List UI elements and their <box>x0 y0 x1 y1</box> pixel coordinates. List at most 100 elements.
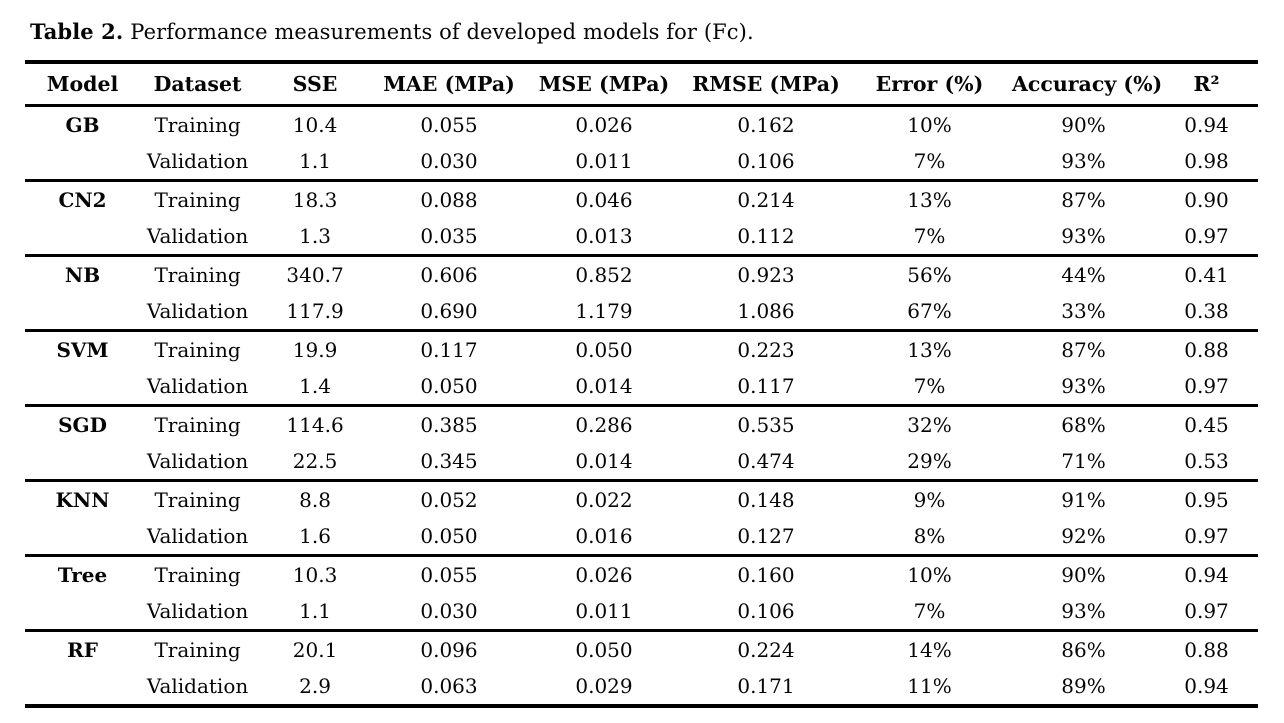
column-header-model: Model <box>46 72 119 96</box>
cell-sse: 117.9 <box>286 299 344 323</box>
cell-accuracy: 68% <box>1061 413 1106 437</box>
cell-sse: 1.1 <box>299 149 331 173</box>
table-row: Validation 1.3 0.035 0.013 0.112 7% 93% 0.97 <box>25 218 1258 256</box>
cell-mae: 0.063 <box>420 674 478 698</box>
cell-accuracy: 71% <box>1061 449 1106 473</box>
cell-mse: 0.022 <box>575 488 633 512</box>
cell-mae: 0.055 <box>420 563 478 587</box>
cell-accuracy: 87% <box>1061 188 1106 212</box>
model-cell: SVM <box>56 338 109 362</box>
cell-mae: 0.050 <box>420 524 478 548</box>
cell-sse: 10.4 <box>292 113 338 137</box>
cell-error: 67% <box>907 299 952 323</box>
cell-error: 9% <box>913 488 946 512</box>
column-header-mae-mpa: MAE (MPa) <box>383 72 515 96</box>
table-row: GB Training 10.4 0.055 0.026 0.162 10% 90% 0.94 <box>25 106 1258 144</box>
cell-mse: 0.014 <box>575 449 633 473</box>
model-cell <box>25 368 140 406</box>
cell-rmse: 0.106 <box>737 599 795 623</box>
cell-error: 7% <box>913 374 946 398</box>
table-row: RF Training 20.1 0.096 0.050 0.224 14% 86% 0.88 <box>25 630 1258 669</box>
table-row: Tree Training 10.3 0.055 0.026 0.160 10% 90% 0.9… <box>25 555 1258 594</box>
cell-r2: 0.53 <box>1184 449 1229 473</box>
table-body: GB Training 10.4 0.055 0.026 0.162 10% 90% 0.94 V… <box>25 106 1258 707</box>
cell-dataset: Training <box>154 413 241 437</box>
cell-rmse: 0.117 <box>737 374 795 398</box>
cell-mse: 0.013 <box>575 224 633 248</box>
cell-mae: 0.052 <box>420 488 478 512</box>
model-cell: NB <box>64 263 101 287</box>
table-header-row: Model Dataset SSE MAE (MPa) MSE (MPa) RM… <box>25 62 1258 106</box>
model-cell: KNN <box>55 488 110 512</box>
cell-accuracy: 93% <box>1061 224 1106 248</box>
cell-sse: 340.7 <box>286 263 344 287</box>
cell-mae: 0.117 <box>420 338 478 362</box>
cell-sse: 1.1 <box>299 599 331 623</box>
cell-error: 14% <box>907 638 952 662</box>
cell-accuracy: 44% <box>1061 263 1106 287</box>
cell-mse: 0.852 <box>575 263 633 287</box>
model-cell <box>25 143 140 181</box>
cell-dataset: Training <box>154 113 241 137</box>
cell-rmse: 0.223 <box>737 338 795 362</box>
cell-rmse: 0.923 <box>737 263 795 287</box>
cell-mae: 0.096 <box>420 638 478 662</box>
table-row: Validation 1.1 0.030 0.011 0.106 7% 93% 0.98 <box>25 143 1258 181</box>
cell-mae: 0.030 <box>420 149 478 173</box>
model-cell <box>25 593 140 631</box>
cell-dataset: Validation <box>146 674 249 698</box>
cell-sse: 20.1 <box>292 638 338 662</box>
cell-accuracy: 86% <box>1061 638 1106 662</box>
cell-r2: 0.94 <box>1184 674 1229 698</box>
cell-mse: 0.011 <box>575 149 633 173</box>
cell-mse: 1.179 <box>575 299 633 323</box>
cell-r2: 0.90 <box>1184 188 1229 212</box>
cell-error: 7% <box>913 224 946 248</box>
cell-mae: 0.055 <box>420 113 478 137</box>
cell-mse: 0.029 <box>575 674 633 698</box>
cell-accuracy: 87% <box>1061 338 1106 362</box>
cell-error: 11% <box>907 674 952 698</box>
cell-error: 8% <box>913 524 946 548</box>
cell-dataset: Validation <box>146 524 249 548</box>
cell-error: 29% <box>907 449 952 473</box>
table-caption: Table 2. Performance measurements of deve… <box>30 18 1258 46</box>
model-cell <box>25 518 140 556</box>
cell-sse: 19.9 <box>292 338 338 362</box>
cell-sse: 114.6 <box>286 413 344 437</box>
cell-r2: 0.97 <box>1184 224 1229 248</box>
cell-r2: 0.94 <box>1184 113 1229 137</box>
cell-r2: 0.45 <box>1184 413 1229 437</box>
cell-r2: 0.97 <box>1184 374 1229 398</box>
cell-dataset: Validation <box>146 449 249 473</box>
cell-rmse: 0.535 <box>737 413 795 437</box>
cell-dataset: Validation <box>146 599 249 623</box>
cell-accuracy: 93% <box>1061 374 1106 398</box>
cell-mae: 0.050 <box>420 374 478 398</box>
cell-rmse: 0.214 <box>737 188 795 212</box>
cell-accuracy: 89% <box>1061 674 1106 698</box>
cell-r2: 0.94 <box>1184 563 1229 587</box>
cell-dataset: Validation <box>146 224 249 248</box>
column-header-error-pct: Error (%) <box>875 72 984 96</box>
table-caption-label: Table 2. <box>30 19 124 44</box>
cell-sse: 2.9 <box>299 674 331 698</box>
column-header-sse: SSE <box>292 72 338 96</box>
table-row: NB Training 340.7 0.606 0.852 0.923 56% 44% 0.41 <box>25 255 1258 294</box>
cell-accuracy: 33% <box>1061 299 1106 323</box>
cell-r2: 0.97 <box>1184 599 1229 623</box>
cell-mse: 0.050 <box>575 338 633 362</box>
cell-dataset: Training <box>154 263 241 287</box>
cell-error: 32% <box>907 413 952 437</box>
cell-sse: 18.3 <box>292 188 338 212</box>
cell-dataset: Training <box>154 338 241 362</box>
cell-rmse: 0.162 <box>737 113 795 137</box>
cell-dataset: Training <box>154 638 241 662</box>
table-row: CN2 Training 18.3 0.088 0.046 0.214 13% 87% 0.90 <box>25 180 1258 219</box>
column-header-mse-mpa: MSE (MPa) <box>538 72 670 96</box>
column-header-rmse-mpa: RMSE (MPa) <box>692 72 840 96</box>
cell-accuracy: 91% <box>1061 488 1106 512</box>
cell-sse: 10.3 <box>292 563 338 587</box>
cell-mse: 0.011 <box>575 599 633 623</box>
